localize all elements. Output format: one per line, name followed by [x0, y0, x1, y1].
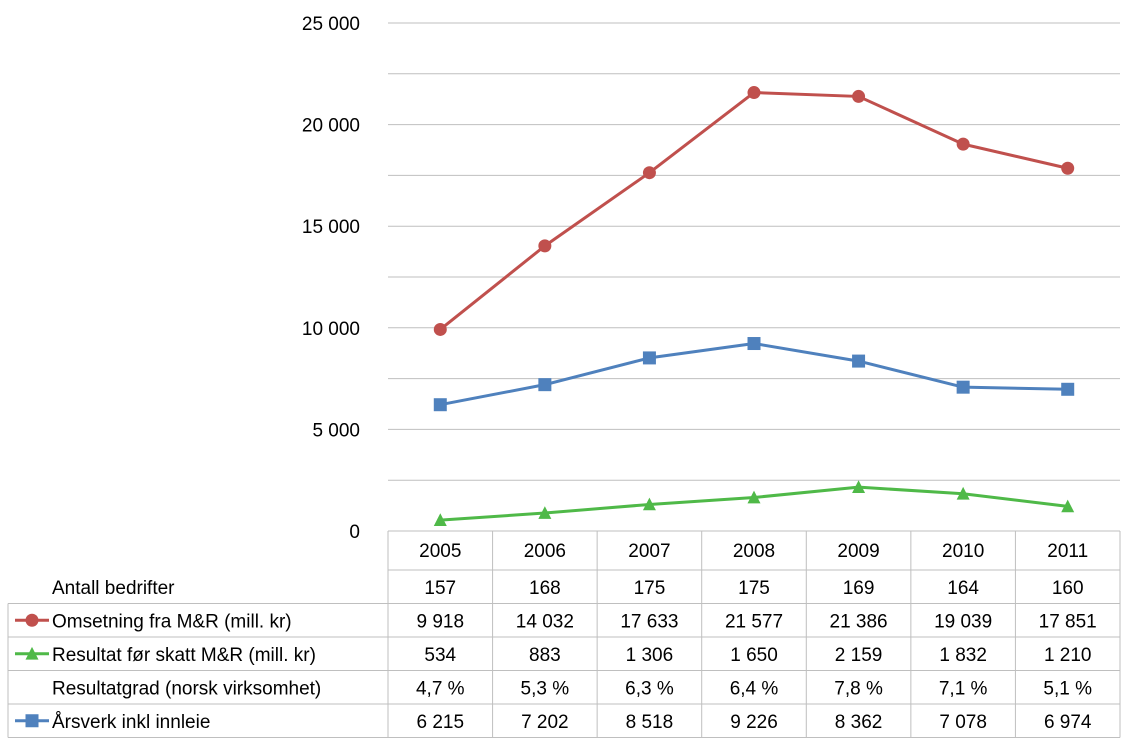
y-tick-label: 25 000	[302, 14, 360, 35]
data-point	[642, 166, 656, 180]
table-cell: 7,1 %	[939, 678, 988, 699]
table-cell: 160	[1052, 578, 1084, 599]
table-cell: 9 226	[730, 712, 778, 733]
table-cell: 1 650	[730, 645, 778, 666]
data-point	[1061, 382, 1075, 396]
table-cell: 883	[529, 645, 561, 666]
table-cell: 6 215	[417, 712, 465, 733]
x-tick-label: 2009	[837, 541, 879, 562]
table-cell: 21 577	[725, 611, 783, 632]
x-tick-label: 2007	[628, 541, 670, 562]
table-row: Antall bedrifter 157 168 175 175 169 164 160	[52, 578, 1084, 599]
data-point	[433, 513, 447, 526]
table-cell: 7 202	[521, 712, 569, 733]
table-row: Resultatgrad (norsk virksomhet) 4,7 % 5,3 …	[52, 678, 1092, 699]
data-point	[538, 378, 552, 392]
table-cell: 19 039	[934, 611, 992, 632]
legend-key-marker	[25, 714, 39, 728]
table-cell: 164	[947, 578, 979, 599]
series-line	[440, 342, 1068, 407]
x-tick-label: 2010	[942, 541, 984, 562]
data-point	[433, 322, 447, 336]
table-row-label: Omsetning fra M&R (mill. kr)	[52, 611, 292, 632]
table-cell: 8 518	[626, 712, 674, 733]
data-point	[852, 480, 866, 493]
series-line	[439, 91, 1069, 331]
data-point	[956, 380, 970, 394]
table-row: Årsverk inkl innleie 6 215 7 202 8 518 9 226…	[15, 712, 1092, 733]
data-point	[1061, 161, 1075, 175]
data-point	[852, 89, 866, 103]
table-cell: 2 159	[835, 645, 883, 666]
table-cell: 169	[843, 578, 875, 599]
legend-key-marker	[25, 613, 39, 627]
gridlines	[388, 22, 1120, 481]
table-cell: 6,3 %	[625, 678, 674, 699]
table-cell: 5,3 %	[521, 678, 570, 699]
series-2	[433, 337, 1075, 412]
table-cell: 8 362	[835, 712, 883, 733]
data-point	[1061, 499, 1075, 513]
table-row-label: Årsverk inkl innleie	[52, 712, 210, 733]
table-cell: 14 032	[516, 611, 574, 632]
x-tick-label: 2006	[524, 541, 566, 562]
y-tick-label: 5 000	[312, 420, 360, 441]
table-cell: 534	[424, 645, 456, 666]
table-cell: 17 633	[620, 611, 678, 632]
table-row-label: Antall bedrifter	[52, 578, 175, 599]
series-0	[433, 86, 1075, 336]
table-row: Omsetning fra M&R (mill. kr) 9 918 14 032 1…	[15, 611, 1097, 632]
table-cell: 168	[529, 578, 561, 599]
table-row-label: Resultat før skatt M&R (mill. kr)	[52, 645, 316, 666]
x-tick-label: 2005	[419, 541, 461, 562]
data-point	[956, 486, 970, 500]
data-point	[747, 86, 761, 100]
data-point	[747, 490, 761, 504]
data-point	[433, 398, 447, 412]
data-point	[642, 497, 656, 511]
table-cell: 7 078	[939, 712, 987, 733]
table-cell: 1 832	[939, 645, 987, 666]
table-cell: 9 918	[417, 611, 465, 632]
data-point	[747, 337, 761, 351]
series-lines	[433, 86, 1075, 526]
table-cell: 157	[424, 578, 456, 599]
data-table: Antall bedrifter 157 168 175 175 169 164 160 Oms…	[7, 530, 1121, 738]
data-point	[642, 351, 656, 365]
table-cell: 6,4 %	[730, 678, 779, 699]
y-tick-label: 10 000	[302, 319, 360, 340]
table-cell: 17 851	[1039, 611, 1097, 632]
data-point	[852, 354, 866, 368]
data-point	[538, 239, 552, 253]
series-1	[433, 480, 1075, 526]
legend-key-marker	[25, 646, 39, 660]
table-row-label: Resultatgrad (norsk virksomhet)	[52, 678, 321, 699]
x-axis-category-labels: 2005 2006 2007 2008 2009 2010 2011	[419, 541, 1088, 562]
table-cell: 5,1 %	[1043, 678, 1092, 699]
table-cell: 21 386	[830, 611, 888, 632]
y-tick-label: 0	[349, 522, 360, 543]
y-tick-label: 20 000	[302, 116, 360, 137]
table-cell: 6 974	[1044, 712, 1092, 733]
data-point	[538, 506, 552, 519]
data-point	[956, 137, 970, 151]
table-cell: 175	[738, 578, 770, 599]
table-cell: 175	[634, 578, 666, 599]
x-tick-label: 2008	[733, 541, 775, 562]
y-tick-label: 15 000	[302, 217, 360, 238]
table-row: Resultat før skatt M&R (mill. kr) 534 883 1…	[15, 645, 1091, 666]
y-axis-tick-labels: 0 5 000 10 000 15 000 20 000 25 000	[302, 14, 360, 543]
x-tick-label: 2011	[1047, 541, 1088, 562]
table-cell: 1 210	[1044, 645, 1092, 666]
table-cell: 7,8 %	[834, 678, 883, 699]
table-cell: 1 306	[626, 645, 674, 666]
table-cell: 4,7 %	[416, 678, 465, 699]
